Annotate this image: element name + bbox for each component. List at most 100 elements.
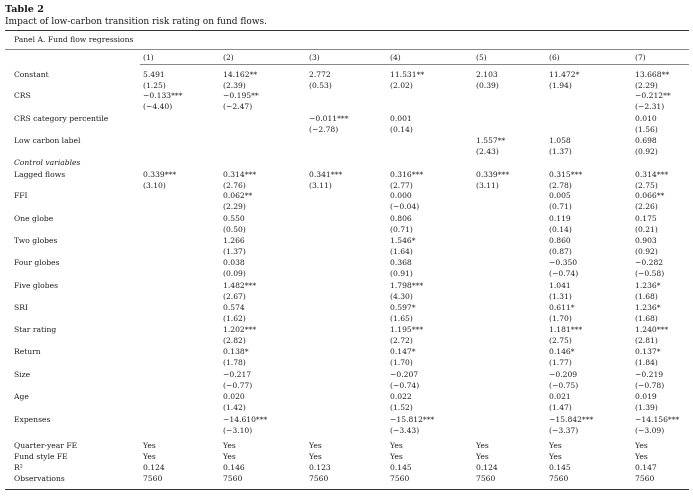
coefficient: 1.798*** (390, 281, 424, 290)
t-statistic: (1.62) (223, 314, 246, 323)
coefficient: 5.491 (143, 70, 165, 79)
coefficient: 0.368 (390, 258, 412, 267)
footer-cell: Yes (143, 441, 156, 450)
t-statistic: (−3.43) (390, 426, 420, 435)
footer-row-label: Observations (14, 474, 65, 483)
coefficient: 0.019 (635, 392, 657, 401)
t-statistic: (−3.10) (223, 426, 253, 435)
coefficient: 0.175 (635, 214, 657, 223)
footer-cell: 7560 (309, 474, 329, 483)
footer-cell: Yes (390, 452, 403, 461)
coefficient: 0.062** (223, 191, 253, 200)
coefficient: 11.472* (549, 70, 580, 79)
t-statistic: (2.81) (635, 336, 658, 345)
column-header: (5) (476, 53, 487, 62)
t-statistic: (2.02) (390, 81, 413, 90)
coefficient: 1.236* (635, 281, 661, 290)
coefficient: 1.181*** (549, 325, 583, 334)
footer-cell: Yes (390, 441, 403, 450)
coefficient: 0.147* (390, 347, 416, 356)
t-statistic: (0.14) (549, 225, 572, 234)
column-header: (7) (635, 53, 646, 62)
t-statistic: (0.87) (549, 247, 572, 256)
coefficient: 0.316*** (390, 170, 424, 179)
row-label: FFI (14, 191, 28, 200)
t-statistic: (2.29) (635, 81, 658, 90)
panel-title: Panel A. Fund flow regressions (14, 35, 134, 44)
footer-cell: Yes (549, 441, 562, 450)
t-statistic: (1.56) (635, 125, 658, 134)
t-statistic: (0.09) (223, 269, 246, 278)
row-label: SRI (14, 303, 28, 312)
footer-cell: Yes (635, 452, 648, 461)
coefficient: 0.314*** (223, 170, 257, 179)
coefficient: 0.021 (549, 392, 571, 401)
footer-cell: 7560 (390, 474, 410, 483)
coefficient: 1.266 (223, 236, 245, 245)
t-statistic: (1.70) (549, 314, 572, 323)
t-statistic: (1.78) (223, 358, 246, 367)
footer-cell: 0.145 (390, 463, 412, 472)
t-statistic: (−3.37) (549, 426, 579, 435)
coefficient: −0.212** (635, 91, 671, 100)
footer-cell: 0.124 (476, 463, 498, 472)
t-statistic: (−3.09) (635, 426, 665, 435)
row-label: Two globes (14, 236, 58, 245)
coefficient: 0.022 (390, 392, 412, 401)
footer-cell: 0.147 (635, 463, 657, 472)
t-statistic: (0.71) (549, 202, 572, 211)
row-label: Control variables (14, 158, 81, 167)
t-statistic: (1.68) (635, 314, 658, 323)
row-label: Four globes (14, 258, 60, 267)
t-statistic: (2.75) (549, 336, 572, 345)
t-statistic: (1.94) (549, 81, 572, 90)
t-statistic: (2.43) (476, 147, 499, 156)
coefficient: 11.531** (390, 70, 425, 79)
coefficient: 1.041 (549, 281, 571, 290)
t-statistic: (2.75) (635, 181, 658, 190)
t-statistic: (3.11) (309, 181, 332, 190)
coefficient: 1.202*** (223, 325, 257, 334)
coefficient: −14.610*** (223, 415, 268, 424)
t-statistic: (1.31) (549, 292, 572, 301)
t-statistic: (1.64) (390, 247, 413, 256)
t-statistic: (0.71) (390, 225, 413, 234)
coefficient: 0.137* (635, 347, 661, 356)
coefficient: 0.066** (635, 191, 665, 200)
coefficient: 14.162** (223, 70, 258, 79)
coefficient: 2.103 (476, 70, 498, 79)
t-statistic: (0.39) (476, 81, 499, 90)
t-statistic: (−2.78) (309, 125, 339, 134)
coefficient: 1.240*** (635, 325, 669, 334)
row-label: Expenses (14, 415, 51, 424)
t-statistic: (2.67) (223, 292, 246, 301)
coefficient: 0.341*** (309, 170, 343, 179)
footer-cell: Yes (635, 441, 648, 450)
t-statistic: (1.39) (635, 403, 658, 412)
coefficient: −0.282 (635, 258, 664, 267)
t-statistic: (2.29) (223, 202, 246, 211)
coefficient: 0.146* (549, 347, 575, 356)
coefficient: 0.339*** (143, 170, 177, 179)
t-statistic: (3.11) (476, 181, 499, 190)
row-label: CRS (14, 91, 31, 100)
t-statistic: (0.92) (635, 147, 658, 156)
coefficient: −0.209 (549, 370, 578, 379)
footer-cell: Yes (549, 452, 562, 461)
coefficient: 0.001 (390, 114, 412, 123)
coefficient: −14.156*** (635, 415, 680, 424)
coefficient: −0.133*** (143, 91, 183, 100)
t-statistic: (1.65) (390, 314, 413, 323)
coefficient: 0.119 (549, 214, 571, 223)
t-statistic: (0.14) (390, 125, 413, 134)
coefficient: 0.038 (223, 258, 245, 267)
t-statistic: (2.82) (223, 336, 246, 345)
column-header: (1) (143, 53, 154, 62)
coefficient: 0.903 (635, 236, 657, 245)
t-statistic: (0.53) (309, 81, 332, 90)
panel-rule (5, 49, 689, 50)
t-statistic: (2.77) (390, 181, 413, 190)
footer-cell: Yes (476, 452, 489, 461)
t-statistic: (2.76) (223, 181, 246, 190)
coefficient: 0.574 (223, 303, 245, 312)
